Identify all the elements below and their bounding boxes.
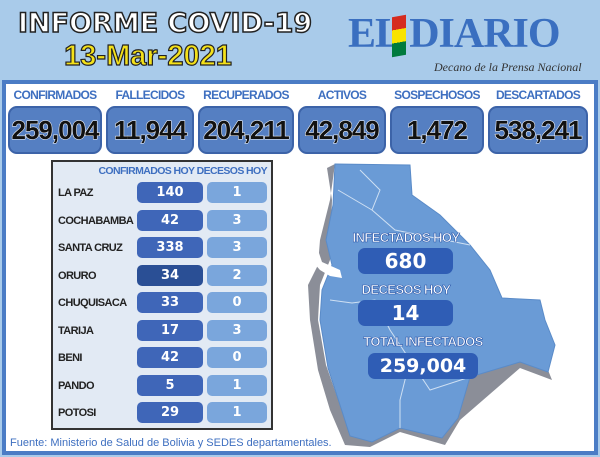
department-name: BENI [58, 352, 82, 364]
stat-confirmados: CONFIRMADOS 259,004 [8, 88, 102, 154]
department-name: POTOSI [58, 407, 96, 419]
confirmados-hoy-cell: 33 [137, 292, 203, 313]
stat-label: ACTIVOS [317, 88, 367, 102]
decesos-hoy-cell: 3 [207, 237, 267, 258]
stat-value: 1,472 [390, 106, 484, 154]
department-name: CHUQUISACA [58, 297, 127, 309]
decesos-hoy-cell: 1 [207, 374, 267, 396]
total-infectados-value: 259,004 [368, 353, 478, 379]
stat-label: SOSPECHOSOS [394, 88, 480, 102]
logo-tagline: Decano de la Prensa Nacional [434, 60, 582, 74]
table-row: SANTA CRUZ 338 3 [53, 237, 271, 261]
table-row: TARIJA 17 3 [53, 319, 271, 344]
confirmados-hoy-cell: 34 [137, 264, 203, 286]
stat-label: RECUPERADOS [203, 88, 289, 102]
confirmados-hoy-cell: 17 [137, 319, 203, 341]
stat-label: FALLECIDOS [115, 88, 185, 102]
source-note: Fuente: Ministerio de Salud de Bolivia y… [10, 437, 332, 449]
stat-value: 11,944 [106, 106, 194, 154]
stat-value: 204,211 [198, 106, 294, 154]
decesos-hoy-cell: 0 [207, 292, 267, 313]
stat-value: 42,849 [298, 106, 386, 154]
table-row: ORURO 34 2 [53, 264, 271, 289]
decesos-hoy-label: DECESOS HOY [361, 282, 451, 298]
decesos-hoy-cell: 1 [207, 182, 267, 203]
stat-value: 259,004 [8, 106, 102, 154]
infectados-hoy-label: INFECTADOS HOY [352, 230, 460, 246]
report-date: 13-Mar-2021 [64, 39, 233, 72]
stat-sospechosos: SOSPECHOSOS 1,472 [390, 88, 484, 154]
decesos-hoy-cell: 3 [207, 209, 267, 231]
bolivia-flag-icon [392, 14, 406, 58]
department-name: SANTA CRUZ [58, 242, 123, 254]
main-panel: CONFIRMADOS 259,004 FALLECIDOS 11,944 RECUPE… [2, 80, 598, 455]
confirmados-hoy-cell: 29 [137, 402, 203, 423]
confirmados-hoy-cell: 140 [137, 182, 203, 203]
report-title: INFORME COVID-19 [17, 7, 313, 40]
stat-activos: ACTIVOS 42,849 [298, 88, 386, 154]
stat-value: 538,241 [488, 106, 588, 154]
confirmados-hoy-cell: 42 [137, 209, 203, 231]
table-row: POTOSI 29 1 [53, 402, 271, 426]
decesos-hoy-cell: 2 [207, 264, 267, 286]
lake-titicaca [312, 248, 342, 278]
stat-label: CONFIRMADOS [13, 88, 98, 102]
stat-fallecidos: FALLECIDOS 11,944 [106, 88, 194, 154]
department-name: COCHABAMBA [58, 214, 134, 227]
stat-label: DESCARTADOS [495, 88, 581, 102]
table-headers: CONFIRMADOS HOY DECESOS HOY [98, 165, 267, 177]
total-infectados-label: TOTAL INFECTADOS [363, 334, 484, 350]
logo-text: EL DIARIO [348, 11, 561, 57]
decesos-hoy-cell: 3 [207, 319, 267, 341]
department-table: CONFIRMADOS HOY DECESOS HOY LA PAZ 140 1 CO… [51, 160, 273, 430]
stat-descartados: DESCARTADOS 538,241 [488, 88, 588, 154]
confirmados-hoy-cell: 5 [137, 374, 203, 396]
department-name: TARIJA [58, 324, 94, 337]
department-name: LA PAZ [58, 187, 94, 199]
decesos-hoy-value: 14 [358, 300, 453, 326]
table-row: LA PAZ 140 1 [53, 182, 271, 206]
stat-recuperados: RECUPERADOS 204,211 [198, 88, 294, 154]
map-border-shade [308, 164, 552, 447]
decesos-hoy-cell: 1 [207, 402, 267, 423]
department-name: ORURO [58, 269, 97, 282]
table-row: COCHABAMBA 42 3 [53, 209, 271, 234]
table-row: BENI 42 0 [53, 347, 271, 371]
confirmados-hoy-cell: 42 [137, 347, 203, 368]
confirmados-hoy-cell: 338 [137, 237, 203, 258]
decesos-hoy-cell: 0 [207, 347, 267, 368]
table-row: PANDO 5 1 [53, 374, 271, 399]
infectados-hoy-value: 680 [358, 248, 453, 274]
table-row: CHUQUISACA 33 0 [53, 292, 271, 316]
department-name: PANDO [58, 379, 95, 392]
